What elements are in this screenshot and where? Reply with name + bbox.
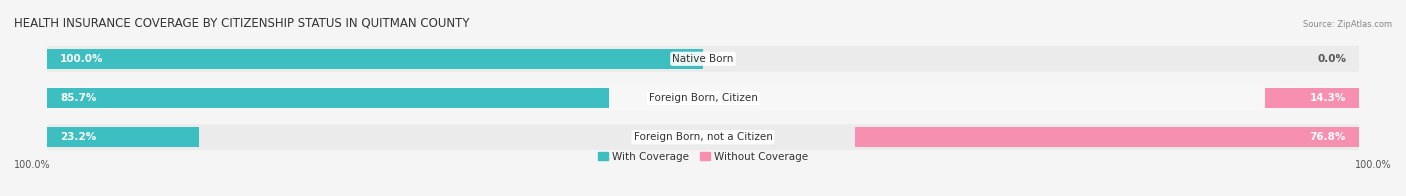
FancyBboxPatch shape — [46, 124, 1360, 150]
Text: 0.0%: 0.0% — [1317, 54, 1346, 64]
Text: Native Born: Native Born — [672, 54, 734, 64]
Text: Foreign Born, Citizen: Foreign Born, Citizen — [648, 93, 758, 103]
FancyBboxPatch shape — [46, 46, 1360, 72]
Text: 23.2%: 23.2% — [60, 132, 96, 142]
Bar — [46, 88, 609, 108]
Text: HEALTH INSURANCE COVERAGE BY CITIZENSHIP STATUS IN QUITMAN COUNTY: HEALTH INSURANCE COVERAGE BY CITIZENSHIP… — [14, 16, 470, 29]
FancyBboxPatch shape — [46, 85, 1360, 111]
Legend: With Coverage, Without Coverage: With Coverage, Without Coverage — [598, 152, 808, 162]
Text: 100.0%: 100.0% — [1355, 160, 1392, 170]
Bar — [46, 127, 200, 147]
Text: Foreign Born, not a Citizen: Foreign Born, not a Citizen — [634, 132, 772, 142]
Bar — [1265, 88, 1360, 108]
Text: 100.0%: 100.0% — [60, 54, 104, 64]
Bar — [855, 127, 1360, 147]
Text: 85.7%: 85.7% — [60, 93, 97, 103]
Text: Source: ZipAtlas.com: Source: ZipAtlas.com — [1303, 20, 1392, 29]
Bar — [46, 49, 703, 69]
Text: 14.3%: 14.3% — [1309, 93, 1346, 103]
Text: 76.8%: 76.8% — [1309, 132, 1346, 142]
Text: 100.0%: 100.0% — [14, 160, 51, 170]
